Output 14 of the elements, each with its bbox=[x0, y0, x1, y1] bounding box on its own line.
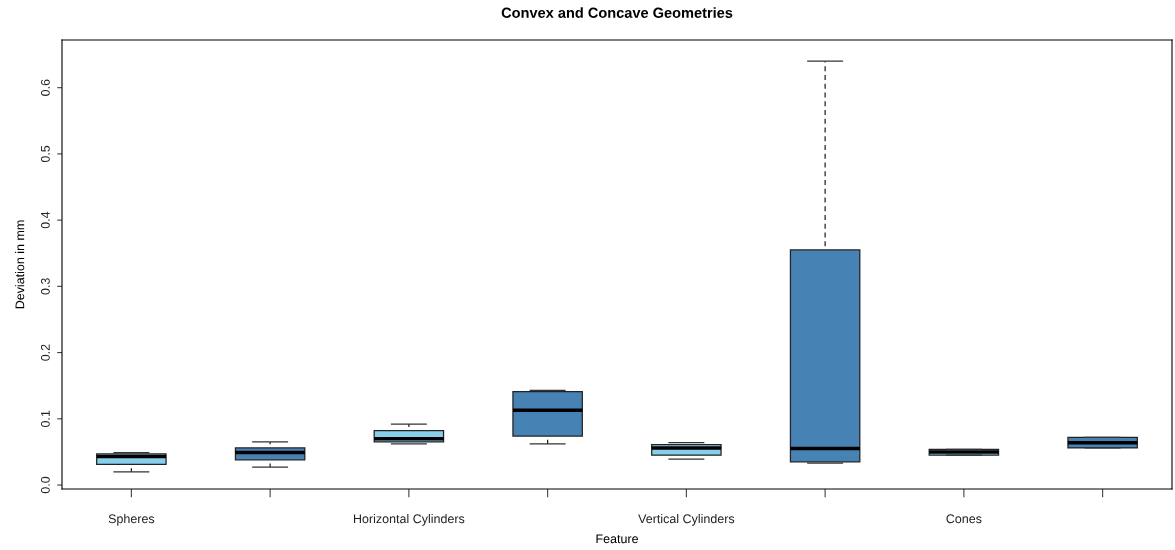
x-tick-label: Horizontal Cylinders bbox=[353, 514, 465, 526]
y-tick-label: 0.1 bbox=[40, 410, 50, 427]
y-tick-label: 0.5 bbox=[40, 145, 50, 163]
x-tick-label: Cones bbox=[946, 514, 982, 524]
y-tick-label: 0.4 bbox=[40, 211, 50, 229]
y-tick-label: 0.2 bbox=[40, 344, 50, 361]
y-tick-label: 0.6 bbox=[40, 79, 50, 96]
x-axis-title: Feature bbox=[596, 534, 638, 544]
y-axis-title: Deviation in mm bbox=[15, 220, 25, 309]
y-tick-label: 0.0 bbox=[40, 476, 50, 494]
x-tick-label: Vertical Cylinders bbox=[638, 514, 735, 526]
chart-title: Convex and Concave Geometries bbox=[501, 7, 733, 18]
x-tick-label: Spheres bbox=[108, 514, 155, 526]
y-tick-label: 0.3 bbox=[40, 278, 50, 295]
